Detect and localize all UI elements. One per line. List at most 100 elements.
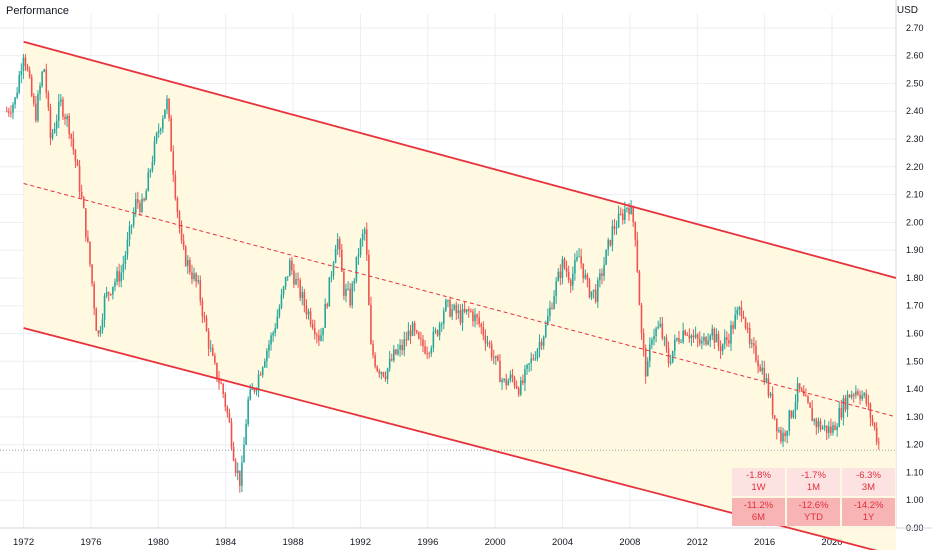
candle-body [455,305,458,314]
candle-body [20,71,23,75]
x-tick-label: 1992 [350,537,371,548]
x-tick-label: 2020 [821,537,842,548]
candle-body [565,267,568,272]
candle-body [544,324,547,337]
chart-title: Performance [6,5,69,17]
candle-body [24,57,27,67]
candle-body [592,289,595,292]
candle-body [151,161,154,171]
candle-body [155,133,158,142]
candle-body [128,226,131,240]
x-tick-label: 1996 [417,537,438,548]
candle-body [621,213,624,221]
candle-body [205,317,208,332]
candle-body [124,255,127,264]
candle-body [538,341,541,350]
candle-body [640,305,643,334]
y-tick-label: 2.70 [906,23,924,33]
candle-body [303,292,306,306]
candle-body [661,323,664,339]
candle-body [180,228,183,241]
candle-body [440,323,443,325]
candle-body [39,85,41,95]
candle-body [232,446,235,461]
candle-body [288,260,291,277]
candle-body [555,281,557,296]
candle-body [91,264,93,284]
candle-body [482,327,485,336]
candle-body [322,327,324,336]
candle-body [663,337,666,339]
candle-body [873,422,876,428]
candle-body [114,281,116,287]
candle-body [368,254,370,306]
candle-body [261,367,264,376]
candle-body [630,206,632,215]
candle-body [659,323,662,327]
candle-body [82,197,85,209]
candle-body [617,213,620,228]
candle-body [678,338,680,342]
performance-period: 3M [861,482,876,493]
candle-body [626,207,628,210]
candle-body [313,328,316,335]
candle-body [753,343,755,346]
candle-body [112,286,114,295]
candle-body [239,470,241,486]
candle-body [87,237,89,242]
candle-body [821,427,824,430]
candle-body [580,256,582,264]
candle-body [476,314,478,318]
candle-body [76,161,79,166]
candle-body [817,421,820,428]
candle-body [671,350,674,363]
candle-body [274,328,277,333]
candle-body [563,259,566,268]
candle-body [497,355,499,361]
candle-body [601,273,603,276]
candle-body [395,349,397,355]
candle-body [803,390,805,396]
candle-body [734,314,736,329]
candle-body [611,226,614,246]
candle-body [844,398,847,410]
candle-body [657,326,659,329]
candle-body [172,151,175,175]
candle-body [769,393,772,396]
candle-body [420,338,422,340]
candle-body [855,391,857,396]
candle-body [207,331,210,349]
candle-body [709,335,711,341]
candle-body [320,335,322,341]
channel-fill [23,41,896,555]
candle-body [399,345,401,350]
candle-body [861,395,863,400]
candle-body [14,97,16,105]
candle-body [47,93,50,108]
candle-body [382,372,385,377]
candle-body [561,259,564,278]
candle-body [609,239,612,246]
candle-body [432,331,435,348]
candle-body [324,303,326,328]
performance-value: -6.3% [856,470,881,481]
candle-body [18,74,21,93]
performance-period: 1Y [862,512,875,523]
candle-body [638,271,641,306]
y-tick-label: 1.40 [906,384,924,394]
candle-body [811,407,813,422]
candle-body [411,323,414,336]
candle-body [773,415,776,419]
candle-body [70,134,73,139]
candle-body [349,288,351,306]
candle-body [470,310,472,312]
y-tick-label: 1.10 [906,467,924,477]
candle-body [245,424,247,445]
candle-body [37,94,39,121]
candle-body [424,346,426,354]
candle-body [705,336,707,345]
candle-body [259,374,262,376]
candle-body [120,272,123,282]
candle-body [584,274,587,279]
candle-body [680,341,682,343]
